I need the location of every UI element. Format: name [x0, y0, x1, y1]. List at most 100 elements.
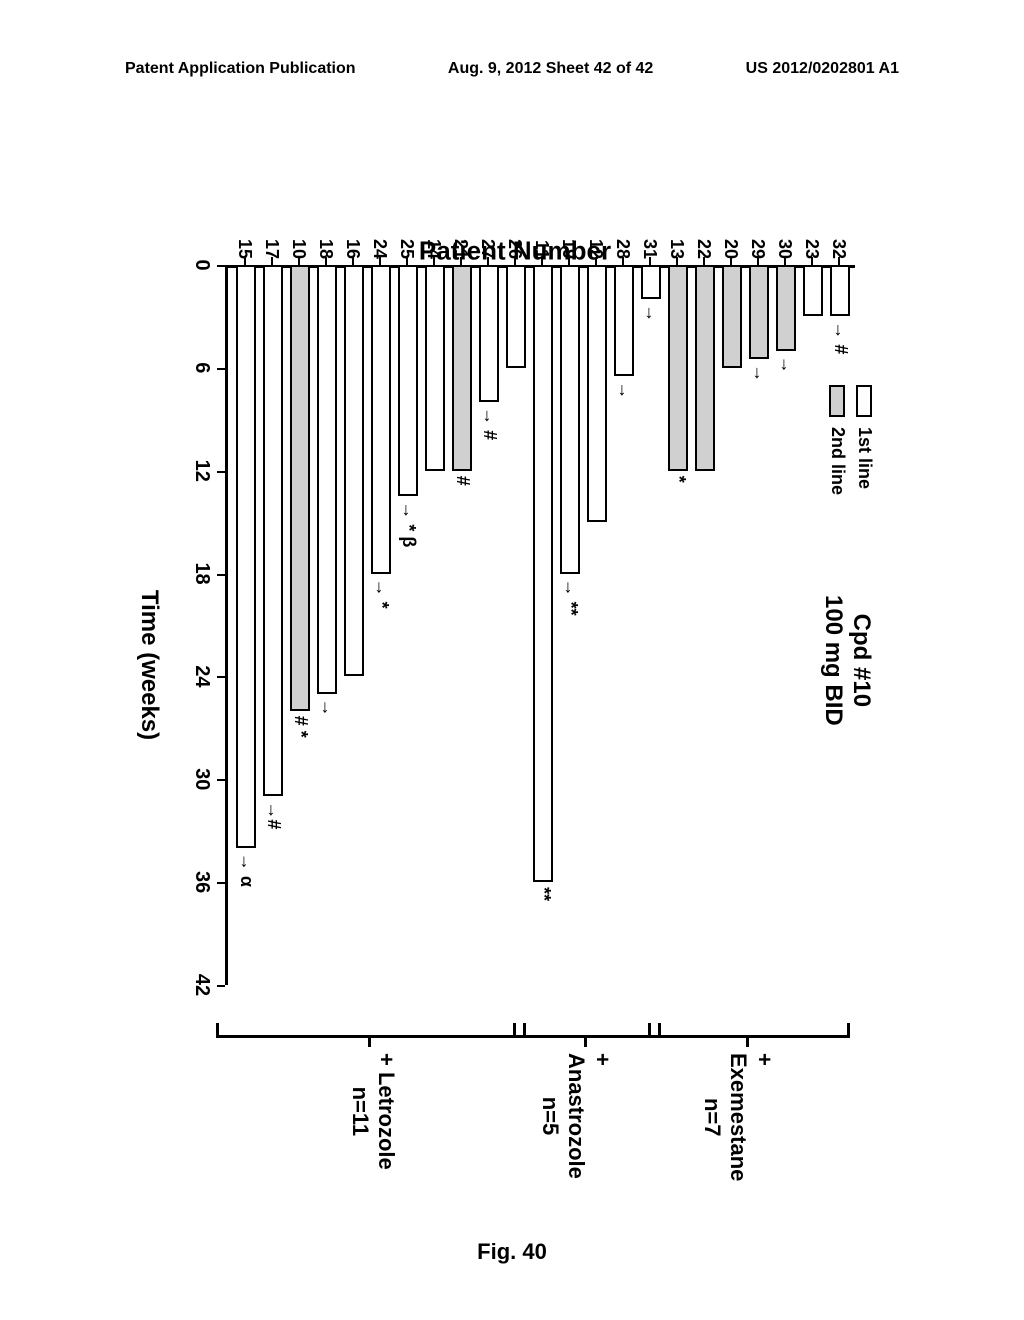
annotation-17: →# [263, 801, 284, 829]
bar-patient-26 [506, 265, 526, 368]
patient-label-28: 28 [612, 229, 633, 259]
x-tick [217, 882, 225, 884]
y-tick [568, 257, 570, 265]
bar-patient-13 [668, 265, 688, 471]
x-tick-label-36: 36 [190, 871, 213, 893]
patient-label-29: 29 [747, 229, 768, 259]
y-tick [649, 257, 651, 265]
y-tick [406, 257, 408, 265]
bar-patient-11 [533, 265, 553, 882]
bracket-stub [368, 1035, 371, 1047]
annotation-15: → α [236, 853, 257, 887]
y-tick [784, 257, 786, 265]
annotation-27: → # [479, 407, 500, 440]
patient-label-25: 25 [396, 229, 417, 259]
annotation-31: → [641, 304, 662, 322]
bracket-stub [847, 1023, 850, 1038]
bracket-stub [658, 1023, 661, 1038]
annotation-21: # [452, 476, 473, 486]
bracket-line [513, 1035, 661, 1038]
figure-caption: Fig. 40 [477, 1239, 547, 1265]
bar-patient-24 [371, 265, 391, 574]
y-tick [271, 257, 273, 265]
patient-label-12: 12 [585, 229, 606, 259]
group-label: + Letrozolen=11 [347, 1053, 399, 1170]
y-tick [838, 257, 840, 265]
annotation-10: # * [290, 716, 311, 738]
patient-label-26: 26 [504, 229, 525, 259]
bar-patient-25 [398, 265, 418, 496]
patient-label-30: 30 [774, 229, 795, 259]
y-tick [298, 257, 300, 265]
annotation-28: → [614, 381, 635, 399]
bar-patient-16 [344, 265, 364, 676]
bar-patient-27 [479, 265, 499, 402]
header-center: Aug. 9, 2012 Sheet 42 of 42 [448, 60, 653, 78]
y-tick [730, 257, 732, 265]
y-tick [811, 257, 813, 265]
y-tick [352, 257, 354, 265]
dose-line1: Cpd #10 [847, 595, 875, 726]
y-tick [757, 257, 759, 265]
y-tick [622, 257, 624, 265]
page-header: Patent Application Publication Aug. 9, 2… [125, 60, 899, 78]
chart-container: Patient Number Time (weeks) 1st line 2nd… [125, 155, 905, 1175]
bracket-line [216, 1035, 526, 1038]
legend-label-second: 2nd line [827, 427, 848, 495]
patient-label-21: 21 [450, 229, 471, 259]
x-tick [217, 471, 225, 473]
x-tick [217, 368, 225, 370]
x-tick-label-42: 42 [190, 974, 213, 996]
patient-label-14: 14 [423, 229, 444, 259]
bar-patient-17 [263, 265, 283, 796]
legend-swatch-first [857, 385, 873, 417]
header-right: US 2012/0202801 A1 [746, 60, 899, 78]
bracket-stub [584, 1035, 587, 1047]
legend-label-first: 1st line [854, 427, 875, 489]
bar-patient-32 [830, 265, 850, 316]
bracket-stub [746, 1035, 749, 1047]
y-tick [244, 257, 246, 265]
annotation-11: ** [533, 887, 554, 901]
y-tick [433, 257, 435, 265]
y-tick [676, 257, 678, 265]
patient-label-18: 18 [315, 229, 336, 259]
patient-label-22: 22 [693, 229, 714, 259]
bracket-stub [523, 1023, 526, 1038]
annotation-29: → [749, 364, 770, 382]
group-label: + Exemestanen=7 [699, 1053, 777, 1181]
x-tick [217, 985, 225, 987]
x-tick-label-24: 24 [190, 665, 213, 687]
bar-patient-14 [425, 265, 445, 471]
x-tick-label-12: 12 [190, 460, 213, 482]
y-tick [379, 257, 381, 265]
patient-label-27: 27 [477, 229, 498, 259]
x-tick-label-18: 18 [190, 562, 213, 584]
x-tick [217, 779, 225, 781]
bar-patient-10 [290, 265, 310, 711]
bar-patient-23 [803, 265, 823, 316]
x-tick-label-6: 6 [190, 362, 213, 373]
patient-label-10: 10 [288, 229, 309, 259]
patient-label-15: 15 [234, 229, 255, 259]
patient-label-11: 11 [531, 229, 552, 259]
annotation-19: → ** [560, 579, 581, 616]
bar-patient-28 [614, 265, 634, 376]
bracket-stub [216, 1023, 219, 1038]
annotation-32: → # [830, 321, 851, 354]
legend: 1st line 2nd line [821, 385, 875, 495]
patient-label-17: 17 [261, 229, 282, 259]
x-tick-label-0: 0 [190, 259, 213, 270]
bar-patient-12 [587, 265, 607, 522]
bar-patient-15 [236, 265, 256, 848]
bar-patient-19 [560, 265, 580, 574]
legend-first-line: 1st line [854, 385, 875, 495]
x-tick [217, 574, 225, 576]
patient-label-24: 24 [369, 229, 390, 259]
dose-label: Cpd #10 100 mg BID [819, 595, 875, 726]
y-tick [460, 257, 462, 265]
annotation-24: → * [371, 579, 392, 609]
legend-second-line: 2nd line [827, 385, 848, 495]
patient-label-19: 19 [558, 229, 579, 259]
dose-line2: 100 mg BID [819, 595, 847, 726]
